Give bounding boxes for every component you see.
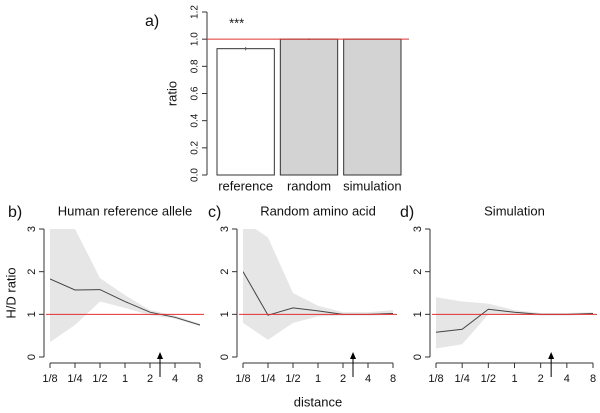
panel-label: a) [145,13,159,30]
bar [343,38,402,176]
x-tick-label: 2 [147,373,153,385]
plot-area [436,297,593,349]
y-tick-label: 2 [26,269,38,275]
y-tick-label: 3 [412,226,424,232]
x-tick-label: 8 [590,373,596,385]
x-tick-label: 1/2 [285,373,300,385]
x-tick-label: 2 [340,373,346,385]
panel-title: Random amino acid [260,203,376,218]
y-tick-label: 0 [412,354,424,360]
y-tick-label: 1 [412,311,424,317]
panel-label: d) [400,204,414,221]
y-tick-label: 0 [26,354,38,360]
x-tick-label: 8 [197,373,203,385]
arrow-head [548,352,555,359]
x-tick-label: 1 [511,373,517,385]
y-tick-label: 0.4 [190,113,201,127]
y-tick-label: 1 [26,311,38,317]
panel-title: Simulation [484,203,545,218]
x-tick-label: random [287,178,331,193]
y-tick-label: 3 [219,226,231,232]
line [50,278,200,326]
panel-label: c) [208,204,221,221]
x-tick-label: 1/4 [67,373,82,385]
x-tick-label: 2 [538,373,544,385]
panel-label: b) [8,204,22,221]
x-tick-label: 1/2 [92,373,107,385]
y-axis-label: ratio [164,81,179,106]
x-axis-label: distance [294,394,342,409]
y-axis-label: H/D ratio [3,267,18,318]
plot-area [50,229,200,343]
y-tick-label: 0.8 [190,59,201,73]
y-tick-label: 0 [219,354,231,360]
x-tick-label: reference [218,178,273,193]
annotation: *** [229,15,244,30]
confidence-band [436,297,593,349]
x-tick-label: 1/2 [481,373,496,385]
x-tick-label: 1/4 [260,373,275,385]
x-tick-label: 1/8 [42,373,57,385]
y-tick-label: 2 [219,269,231,275]
arrow-head [350,352,357,359]
y-tick-label: 1.0 [190,32,201,46]
y-tick-label: 0.0 [190,168,201,182]
x-tick-label: 1/8 [428,373,443,385]
confidence-band [50,229,200,343]
x-tick-label: 1/4 [455,373,470,385]
confidence-band [243,229,393,340]
x-tick-label: 4 [172,373,178,385]
bar [279,38,339,176]
y-tick-label: 1 [219,311,231,317]
x-tick-label: 1 [315,373,321,385]
plot-area [243,229,393,340]
y-tick-label: 1.2 [190,5,201,19]
y-tick-label: 3 [26,226,38,232]
x-tick-label: 8 [390,373,396,385]
x-tick-label: 1 [122,373,128,385]
y-tick-label: 0.2 [190,140,201,154]
x-tick-label: 4 [365,373,371,385]
x-tick-label: 4 [564,373,570,385]
x-tick-label: simulation [343,178,402,193]
y-tick-label: 0.6 [190,86,201,100]
x-tick-label: 1/8 [235,373,250,385]
panel-title: Human reference allele [58,203,192,218]
arrow-head [157,352,164,359]
bar [216,48,275,176]
y-tick-label: 2 [412,269,424,275]
